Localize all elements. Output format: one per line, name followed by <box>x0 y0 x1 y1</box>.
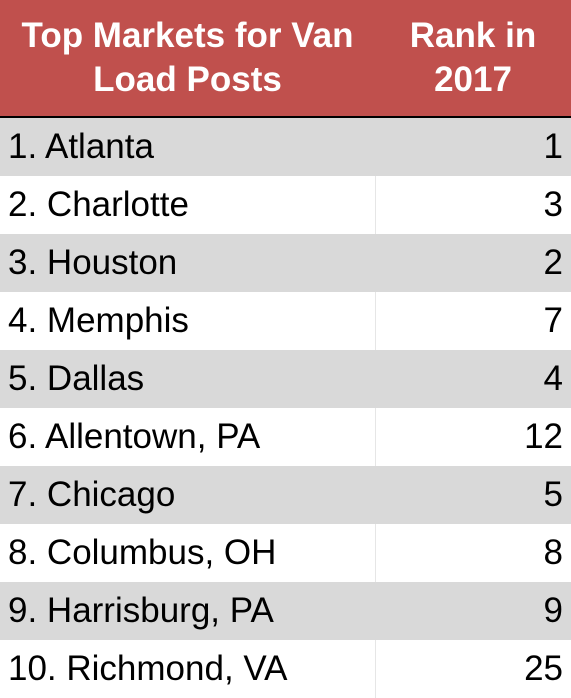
table-row: 7. Chicago 5 <box>0 466 571 524</box>
market-cell: 3. Houston <box>0 234 375 292</box>
market-cell: 9. Harrisburg, PA <box>0 582 375 640</box>
rank-cell: 25 <box>374 640 571 698</box>
header-top-markets: Top Markets for Van Load Posts <box>0 0 375 118</box>
market-cell: 6. Allentown, PA <box>0 408 375 466</box>
table-row: 2. Charlotte 3 <box>0 176 571 234</box>
market-cell: 8. Columbus, OH <box>0 524 375 582</box>
table-row: 5. Dallas 4 <box>0 350 571 408</box>
table-row: 10. Richmond, VA 25 <box>0 640 571 698</box>
rank-cell: 12 <box>374 408 571 466</box>
market-cell: 7. Chicago <box>0 466 375 524</box>
rank-cell: 3 <box>374 176 571 234</box>
market-cell: 4. Memphis <box>0 292 375 350</box>
rank-cell: 9 <box>374 582 571 640</box>
table-row: 9. Harrisburg, PA 9 <box>0 582 571 640</box>
market-cell: 10. Richmond, VA <box>0 640 375 698</box>
rank-cell: 8 <box>374 524 571 582</box>
table-row: 6. Allentown, PA 12 <box>0 408 571 466</box>
rank-cell: 4 <box>374 350 571 408</box>
table-row: 3. Houston 2 <box>0 234 571 292</box>
rank-cell: 7 <box>374 292 571 350</box>
table-row: 1. Atlanta 1 <box>0 117 571 176</box>
table-row: 4. Memphis 7 <box>0 292 571 350</box>
market-cell: 5. Dallas <box>0 350 375 408</box>
rank-cell: 5 <box>374 466 571 524</box>
market-cell: 2. Charlotte <box>0 176 375 234</box>
header-rank-2017: Rank in 2017 <box>375 0 571 118</box>
header-row: Top Markets for Van Load Posts Rank in 2… <box>0 0 571 118</box>
table-row: 8. Columbus, OH 8 <box>0 524 571 582</box>
rank-cell: 2 <box>374 234 571 292</box>
rank-cell: 1 <box>374 117 571 176</box>
table-body: 1. Atlanta 1 2. Charlotte 3 3. Houston 2… <box>0 117 571 698</box>
market-cell: 1. Atlanta <box>0 117 375 176</box>
table-header: Top Markets for Van Load Posts Rank in 2… <box>0 0 571 118</box>
